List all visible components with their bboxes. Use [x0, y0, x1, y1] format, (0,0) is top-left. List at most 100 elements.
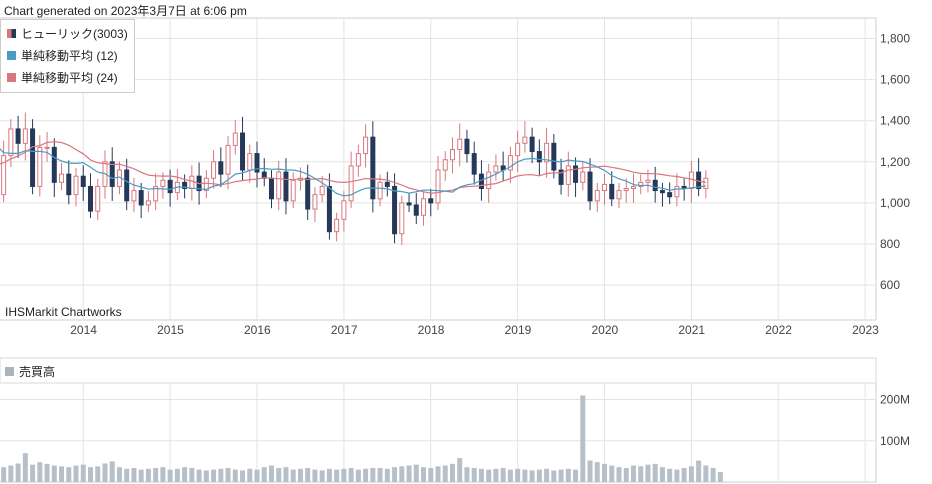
- legend-item-sma12[interactable]: 単純移動平均 (12): [7, 44, 128, 66]
- candle-body: [471, 153, 477, 175]
- candle-body: [283, 171, 289, 202]
- volume-bar: [609, 465, 615, 482]
- x-tick-label: 2021: [678, 323, 705, 337]
- volume-bar: [268, 465, 274, 482]
- volume-bar: [66, 467, 72, 482]
- candle-body: [544, 142, 550, 163]
- candle-body: [124, 169, 130, 202]
- volume-bar: [196, 469, 202, 482]
- candle-body: [44, 146, 50, 149]
- volume-bar: [276, 467, 282, 482]
- candle-body: [290, 179, 296, 202]
- volume-bar: [544, 468, 550, 482]
- legend-item-sma24[interactable]: 単純移動平均 (24): [7, 66, 128, 88]
- candle-body: [189, 175, 195, 190]
- volume-bar: [435, 466, 441, 482]
- candle-body: [218, 161, 224, 175]
- candle-body: [73, 175, 79, 196]
- candle-body: [363, 136, 369, 155]
- candle-body: [587, 171, 593, 202]
- volume-title: 売買高: [19, 365, 56, 379]
- x-tick-label: 2017: [331, 323, 358, 337]
- volume-bar: [399, 466, 405, 482]
- y-tick-label: 1,600: [880, 73, 910, 87]
- candle-body: [630, 185, 636, 190]
- volume-bar: [681, 467, 687, 482]
- volume-bar: [370, 467, 376, 482]
- volume-legend: 売買高: [5, 363, 55, 380]
- candle-body: [688, 171, 694, 190]
- volume-bar: [413, 464, 419, 482]
- candle-body: [623, 188, 629, 192]
- candle-body: [319, 185, 325, 196]
- candle-body: [312, 194, 318, 210]
- chart-generated-text: Chart generated on 2023年3月7日 at 6:06 pm: [4, 4, 247, 18]
- candle-body: [268, 177, 274, 200]
- volume-bar: [145, 468, 151, 482]
- volume-bar: [22, 453, 28, 482]
- volume-bar: [645, 464, 651, 482]
- volume-bar: [44, 463, 50, 482]
- volume-bar: [406, 465, 412, 482]
- y-tick-label: 1,200: [880, 155, 910, 169]
- volume-bar: [334, 469, 340, 482]
- volume-bar: [232, 469, 238, 482]
- candle-body: [551, 142, 557, 171]
- candle-body: [449, 148, 455, 161]
- volume-bar: [297, 468, 303, 482]
- volume-bar: [421, 467, 427, 482]
- volume-bar: [30, 464, 36, 482]
- candle-body: [138, 190, 144, 206]
- volume-header-box: [0, 357, 877, 384]
- volume-bar: [377, 467, 383, 482]
- y-tick-label: 1,000: [880, 196, 910, 210]
- volume-bar: [616, 467, 622, 482]
- volume-bar: [290, 469, 296, 482]
- volume-bar: [319, 470, 325, 482]
- volume-bar: [102, 463, 108, 482]
- volume-bar: [355, 469, 361, 482]
- volume-bar: [218, 468, 224, 482]
- candle-body: [602, 183, 608, 192]
- candle-body: [435, 169, 441, 204]
- candle-body: [399, 202, 405, 235]
- volume-bar: [261, 467, 267, 482]
- candle-body: [522, 136, 528, 144]
- volume-bar: [558, 469, 564, 482]
- y-tick-label: 1,400: [880, 114, 910, 128]
- volume-bar: [580, 395, 586, 482]
- y-tick-label: 800: [880, 237, 900, 251]
- x-tick-label: 2016: [244, 323, 271, 337]
- volume-bar: [667, 468, 673, 482]
- candle-body: [153, 185, 159, 202]
- candle-body: [51, 146, 57, 183]
- watermark: IHSMarkit Chartworks: [5, 305, 122, 319]
- candle-body: [529, 136, 535, 153]
- candle-body: [652, 179, 658, 192]
- candle-body: [573, 165, 579, 183]
- volume-bar: [688, 466, 694, 482]
- legend-label-sma24: 単純移動平均 (24): [21, 70, 118, 85]
- volume-bar: [529, 470, 535, 482]
- candle-body: [406, 202, 412, 206]
- candle-body: [616, 190, 622, 200]
- candle-body: [145, 200, 151, 206]
- volume-bar: [652, 463, 658, 482]
- volume-bar: [478, 468, 484, 482]
- volume-bar: [348, 467, 354, 482]
- volume-bar: [254, 469, 260, 482]
- legend-item-stock[interactable]: ヒューリック(3003): [7, 22, 128, 44]
- candle-body: [536, 151, 542, 163]
- candle-body: [95, 185, 101, 212]
- candle-body: [240, 132, 246, 171]
- volume-bar: [73, 465, 79, 482]
- volume-bar: [124, 468, 130, 482]
- volume-bar: [37, 462, 43, 482]
- candle-body: [131, 190, 137, 202]
- volume-bar: [659, 467, 665, 482]
- candle-body: [182, 181, 188, 190]
- candle-body: [457, 138, 463, 150]
- candle-body: [66, 173, 72, 196]
- volume-bar: [8, 465, 14, 482]
